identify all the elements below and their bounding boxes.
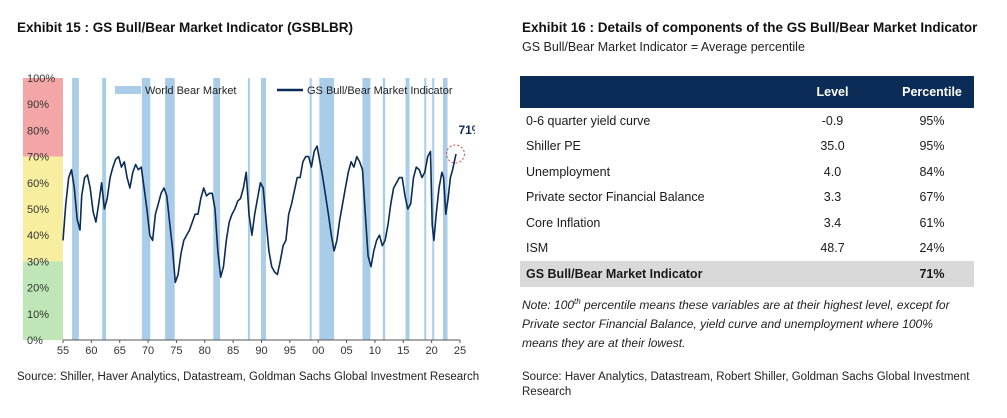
x-tick-label: 10: [369, 345, 381, 357]
row-percentile: 24%: [919, 241, 945, 256]
bear-market-bar: [362, 78, 371, 340]
row-level: 3.3: [823, 190, 842, 205]
indicator-line: [62, 145, 457, 284]
x-tick-label: 90: [255, 345, 267, 357]
row-percentile: 67%: [919, 190, 945, 205]
legend-indicator-label: GS Bull/Bear Market Indicator: [307, 85, 453, 97]
y-tick-label: 20%: [27, 283, 49, 295]
exhibit15-title: Exhibit 15 : GS Bull/Bear Market Indicat…: [17, 20, 354, 35]
row-percentile: 95%: [919, 113, 945, 128]
row-level: 3.4: [823, 215, 842, 230]
x-tick-label: 95: [284, 345, 296, 357]
exhibit16-title: Exhibit 16 : Details of components of th…: [522, 20, 978, 35]
zone-band: [23, 261, 63, 340]
row-percentile: 95%: [919, 139, 945, 154]
row-name: ISM: [526, 241, 549, 256]
row-level: 48.7: [820, 241, 845, 256]
row-name: Private sector Financial Balance: [526, 190, 705, 205]
bear-market-bar: [165, 78, 175, 340]
row-name: Shiller PE: [526, 139, 581, 154]
row-percentile: 61%: [919, 215, 945, 230]
x-tick-label: 75: [170, 345, 182, 357]
x-tick-label: 65: [114, 345, 126, 357]
x-tick-label: 25: [454, 345, 466, 357]
bear-market-bar: [260, 78, 267, 340]
bear-market-bar: [432, 78, 435, 340]
note-superscript: th: [574, 297, 581, 306]
bear-market-bar: [309, 78, 312, 340]
table-row: Unemployment 4.0 84%: [520, 159, 974, 185]
y-tick-label: 40%: [27, 230, 49, 242]
legend-bear-swatch: [115, 86, 141, 94]
exhibit16-subtitle: GS Bull/Bear Market Indicator = Average …: [522, 40, 805, 54]
row-name: Unemployment: [526, 164, 611, 179]
table-row: ISM 48.7 24%: [520, 236, 974, 262]
components-table: Level Percentile 0-6 quarter yield curve…: [520, 76, 974, 287]
legend-bear-label: World Bear Market: [145, 85, 237, 97]
x-tick-label: 15: [397, 345, 409, 357]
x-tick-label: 80: [199, 345, 211, 357]
x-tick-label: 85: [227, 345, 239, 357]
y-tick-label: 90%: [27, 99, 49, 111]
note-prefix: Note: 100: [522, 298, 575, 312]
y-tick-label: 70%: [27, 152, 49, 164]
total-percentile: 71%: [890, 261, 974, 287]
x-tick-label: 55: [57, 345, 69, 357]
bear-market-bar: [424, 78, 427, 340]
x-tick-label: 70: [142, 345, 154, 357]
table-header-row: Level Percentile: [520, 76, 974, 108]
y-tick-label: 0%: [27, 335, 43, 347]
y-tick-label: 30%: [27, 256, 49, 268]
y-tick-label: 50%: [27, 204, 49, 216]
exhibit16-source: Source: Haver Analytics, Datastream, Rob…: [522, 371, 970, 398]
table-row: 0-6 quarter yield curve -0.9 95%: [520, 108, 974, 134]
row-percentile: 84%: [919, 164, 945, 179]
row-name: Core Inflation: [526, 215, 601, 230]
bear-market-bar: [382, 78, 386, 340]
total-name: GS Bull/Bear Market Indicator: [520, 261, 775, 287]
annotation-circle: [445, 144, 465, 164]
row-level: -0.9: [821, 113, 844, 128]
table-note: Note: 100th percentile means these varia…: [522, 292, 972, 353]
bear-market-bar: [319, 78, 335, 340]
zone-band: [23, 156, 63, 262]
table-row: Private sector Financial Balance 3.3 67%: [520, 185, 974, 211]
row-name: 0-6 quarter yield curve: [526, 113, 651, 128]
total-level: [775, 261, 890, 287]
exhibit15-source: Source: Shiller, Haver Analytics, Datast…: [17, 371, 480, 383]
bull-bear-chart: 0% 10% 20% 30% 40% 50% 60% 70% 80% 90% 100% 55 60 65 7…: [23, 73, 475, 357]
bear-market-bar: [213, 78, 221, 340]
table-total-row: GS Bull/Bear Market Indicator 71%: [520, 261, 974, 287]
annotation-label: 71%: [458, 123, 475, 137]
row-level: 4.0: [823, 164, 842, 179]
y-tick-label: 10%: [27, 309, 49, 321]
zone-band: [23, 78, 63, 157]
header-component: [520, 76, 775, 108]
y-tick-label: 80%: [27, 125, 49, 137]
y-tick-label: 60%: [27, 178, 49, 190]
x-tick-label: 05: [340, 345, 352, 357]
bear-market-bar: [141, 78, 151, 340]
table-row: Shiller PE 35.0 95%: [520, 134, 974, 160]
x-tick-label: 00: [312, 345, 324, 357]
table-row: Core Inflation 3.4 61%: [520, 210, 974, 236]
header-percentile: Percentile: [890, 76, 974, 108]
x-tick-label: 20: [426, 345, 438, 357]
row-level: 35.0: [820, 139, 845, 154]
x-tick-label: 60: [85, 345, 97, 357]
note-text: percentile means these variables are at …: [522, 298, 950, 350]
header-level: Level: [775, 76, 890, 108]
y-tick-label: 100%: [27, 73, 55, 85]
